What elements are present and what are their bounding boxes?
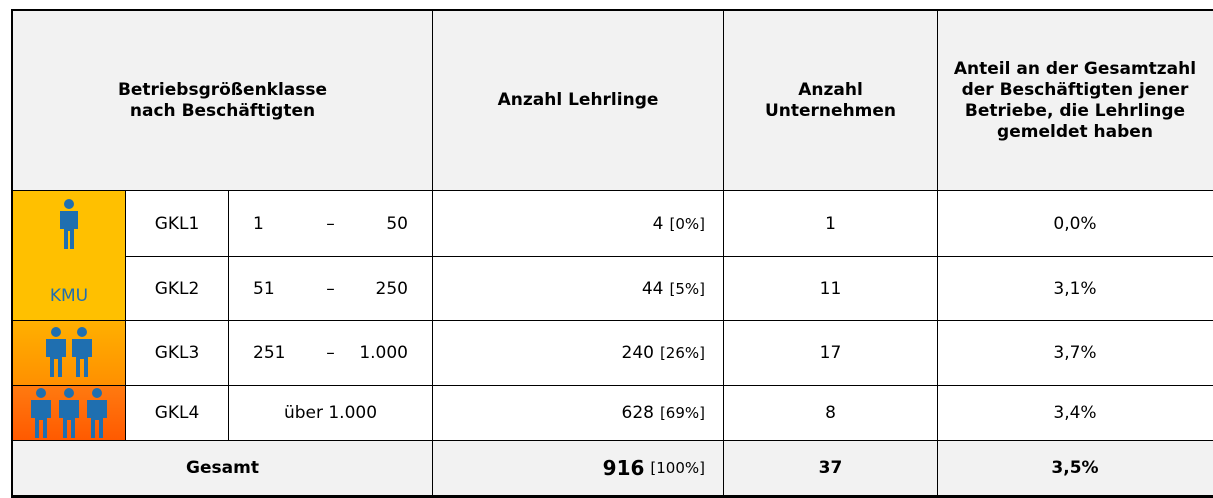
cell-text: 44 bbox=[641, 278, 664, 299]
range-cell: über 1.000 bbox=[228, 385, 433, 441]
class-cell: GKL2 bbox=[125, 256, 229, 321]
cell-text: [0%] bbox=[669, 214, 705, 233]
apprentices-cell: 628 [69%] bbox=[432, 385, 724, 441]
cell-text: 8 bbox=[825, 403, 836, 423]
cell-text: [69%] bbox=[659, 404, 705, 422]
share-cell: 3,7% bbox=[937, 320, 1213, 386]
header-apprentices: Anzahl Lehrlinge bbox=[432, 10, 724, 191]
cell-text: 250 bbox=[375, 278, 408, 299]
total-apprentices: 916 [100%] bbox=[432, 440, 724, 496]
kmu-cell: KMU bbox=[12, 190, 126, 321]
cell-text: 4 bbox=[652, 213, 664, 234]
kmu-label: KMU bbox=[49, 286, 89, 306]
companies-cell: 11 bbox=[723, 256, 938, 321]
class-cell: GKL4 bbox=[125, 385, 229, 441]
total-text: 3,5% bbox=[1051, 458, 1099, 478]
total-text: Gesamt bbox=[186, 458, 259, 478]
cell-text: [26%] bbox=[659, 344, 705, 362]
cell-text: 628 bbox=[621, 403, 654, 423]
apprentices-cell: 44 [5%] bbox=[432, 256, 724, 321]
class-cell: GKL3 bbox=[125, 320, 229, 386]
header-companies: Anzahl Unternehmen bbox=[723, 10, 938, 191]
cell-text: 11 bbox=[819, 278, 842, 299]
total-text: [100%] bbox=[650, 459, 705, 477]
cell-text: 251 bbox=[253, 343, 286, 363]
cell-text: 1 bbox=[825, 213, 836, 234]
cell-text: 3,4% bbox=[1053, 403, 1097, 423]
cell-text: 50 bbox=[386, 213, 408, 234]
cell-text: 240 bbox=[621, 343, 654, 363]
header-size-class: Betriebsgrößenklasse nach Beschäftigten bbox=[12, 10, 433, 191]
range-cell: 51 – 250 bbox=[228, 256, 433, 321]
cell-text: GKL1 bbox=[154, 213, 200, 234]
cell-text: 3,7% bbox=[1053, 343, 1097, 363]
cell-text: über 1.000 bbox=[283, 403, 378, 423]
header-text: Anzahl Lehrlinge bbox=[497, 90, 659, 110]
cell-text: GKL4 bbox=[154, 403, 200, 423]
header-text: Anteil an der Gesamtzahl der Beschäftigt… bbox=[953, 58, 1197, 142]
cell-text: 51 bbox=[253, 278, 275, 299]
companies-cell: 1 bbox=[723, 190, 938, 257]
cell-text: [5%] bbox=[669, 279, 705, 298]
header-text: Betriebsgrößenklasse nach Beschäftigten bbox=[117, 79, 328, 121]
companies-cell: 17 bbox=[723, 320, 938, 386]
cell-text: – bbox=[326, 278, 335, 299]
companies-cell: 8 bbox=[723, 385, 938, 441]
range-cell: 251 – 1.000 bbox=[228, 320, 433, 386]
class-cell: GKL1 bbox=[125, 190, 229, 257]
cell-text: GKL3 bbox=[154, 343, 200, 363]
people-icon bbox=[46, 327, 92, 377]
person-icon bbox=[60, 199, 78, 249]
cell-text: GKL2 bbox=[154, 278, 200, 299]
range-cell: 1 – 50 bbox=[228, 190, 433, 257]
apprentices-cell: 240 [26%] bbox=[432, 320, 724, 386]
header-text: Anzahl Unternehmen bbox=[764, 79, 897, 121]
cell-text: 1.000 bbox=[359, 343, 408, 363]
cell-text: 0,0% bbox=[1053, 213, 1097, 234]
share-cell: 0,0% bbox=[937, 190, 1213, 257]
cell-text: – bbox=[326, 343, 335, 363]
total-text: 916 bbox=[602, 456, 645, 480]
header-share: Anteil an der Gesamtzahl der Beschäftigt… bbox=[937, 10, 1213, 191]
cell-text: 3,1% bbox=[1053, 278, 1097, 299]
people-icon bbox=[31, 388, 107, 438]
icon-cell bbox=[12, 320, 126, 386]
cell-text: – bbox=[326, 213, 335, 234]
cell-text: 17 bbox=[819, 343, 842, 363]
total-text: 37 bbox=[818, 458, 843, 478]
icon-cell bbox=[12, 385, 126, 441]
apprentices-cell: 4 [0%] bbox=[432, 190, 724, 257]
total-share: 3,5% bbox=[937, 440, 1213, 496]
share-cell: 3,1% bbox=[937, 256, 1213, 321]
total-label: Gesamt bbox=[12, 440, 433, 496]
cell-text: 1 bbox=[253, 213, 264, 234]
total-companies: 37 bbox=[723, 440, 938, 496]
share-cell: 3,4% bbox=[937, 385, 1213, 441]
